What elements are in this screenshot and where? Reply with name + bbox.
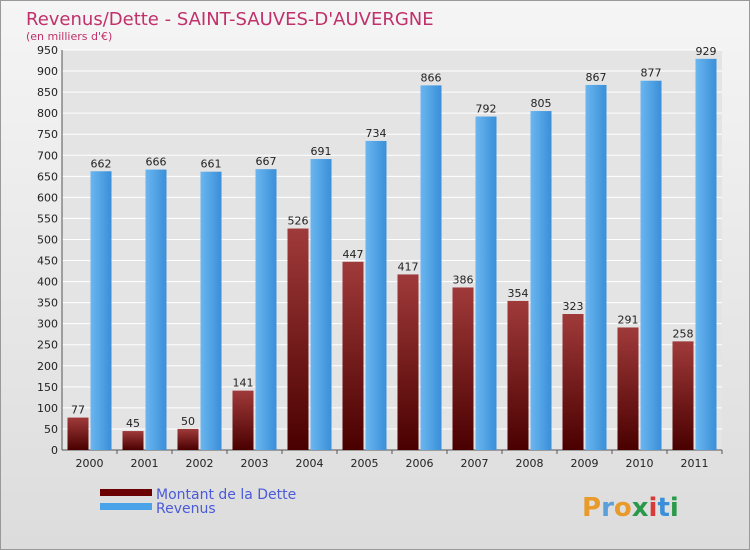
bar-revenus xyxy=(90,171,112,450)
data-label-dette: 50 xyxy=(181,415,195,428)
x-tick-label: 2010 xyxy=(626,457,654,470)
data-label-revenus: 792 xyxy=(476,103,497,116)
data-label-dette: 417 xyxy=(398,260,419,273)
bar-revenus xyxy=(475,116,497,451)
data-label-dette: 354 xyxy=(508,287,529,300)
y-tick-label: 700 xyxy=(37,149,58,162)
x-tick-label: 2000 xyxy=(76,457,104,470)
bar-revenus xyxy=(530,111,552,450)
bar-dette xyxy=(397,274,419,450)
bar-dette xyxy=(452,287,474,450)
x-tick-label: 2004 xyxy=(296,457,324,470)
y-tick-label: 600 xyxy=(37,191,58,204)
data-label-revenus: 805 xyxy=(531,97,552,110)
legend-label-revenus: Revenus xyxy=(156,501,216,517)
bar-dette xyxy=(177,428,199,450)
y-tick-label: 500 xyxy=(37,233,58,246)
legend-label-debt: Montant de la Dette xyxy=(156,487,296,503)
chart-subtitle: (en milliers d'€) xyxy=(26,30,112,43)
chart-title: Revenus/Dette - SAINT-SAUVES-D'AUVERGNE xyxy=(26,9,434,30)
plot-area xyxy=(62,50,722,450)
data-label-revenus: 691 xyxy=(311,145,332,158)
data-label-revenus: 666 xyxy=(146,156,167,169)
bar-revenus xyxy=(640,80,662,450)
x-tick-label: 2006 xyxy=(406,457,434,470)
bar-revenus xyxy=(585,84,607,451)
y-tick-label: 400 xyxy=(37,276,58,289)
y-tick-label: 50 xyxy=(44,423,58,436)
x-tick-label: 2001 xyxy=(131,457,159,470)
bar-dette xyxy=(562,314,584,450)
y-tick-label: 750 xyxy=(37,128,58,141)
y-tick-label: 300 xyxy=(37,318,58,331)
x-tick-label: 2011 xyxy=(681,457,709,470)
data-label-revenus: 662 xyxy=(91,157,112,170)
bar-dette xyxy=(232,390,254,450)
y-tick-label: 650 xyxy=(37,170,58,183)
data-label-dette: 447 xyxy=(343,248,364,261)
y-tick-label: 450 xyxy=(37,255,58,268)
bars-layer xyxy=(67,58,717,451)
x-tick-label: 2007 xyxy=(461,457,489,470)
proxiti-logo: Proxiti xyxy=(582,493,679,523)
bar-dette xyxy=(287,228,309,450)
data-label-revenus: 661 xyxy=(201,158,222,171)
y-tick-label: 100 xyxy=(37,402,58,415)
data-label-revenus: 929 xyxy=(696,45,717,58)
legend-swatch-revenus xyxy=(100,503,152,510)
data-label-dette: 323 xyxy=(563,300,584,313)
data-label-dette: 291 xyxy=(618,313,639,326)
bar-revenus xyxy=(420,85,442,451)
bar-dette xyxy=(67,417,89,450)
y-tick-label: 900 xyxy=(37,65,58,78)
x-tick-label: 2009 xyxy=(571,457,599,470)
data-label-revenus: 866 xyxy=(421,71,442,84)
bar-revenus xyxy=(365,140,387,450)
data-label-revenus: 734 xyxy=(366,127,387,140)
data-label-dette: 386 xyxy=(453,273,474,286)
bar-dette xyxy=(672,341,694,450)
data-label-dette: 141 xyxy=(233,377,254,390)
x-tick-label: 2003 xyxy=(241,457,269,470)
bar-revenus xyxy=(200,171,222,450)
bar-dette xyxy=(342,261,364,450)
data-label-revenus: 877 xyxy=(641,67,662,80)
logo-text: Proxiti xyxy=(582,493,679,523)
data-label-dette: 77 xyxy=(71,404,85,417)
bar-dette xyxy=(507,300,529,450)
x-tick-label: 2005 xyxy=(351,457,379,470)
y-tick-label: 800 xyxy=(37,107,58,120)
y-tick-label: 0 xyxy=(51,444,58,457)
data-label-dette: 45 xyxy=(126,417,140,430)
bar-revenus xyxy=(145,169,167,450)
y-tick-label: 550 xyxy=(37,212,58,225)
labels-layer: 2000 77 662 2001 45 666 2002 50 661 2003 141 667 200… xyxy=(71,45,717,470)
x-tick-label: 2008 xyxy=(516,457,544,470)
grid-layer: 0 50 100 150 200 250 300 350 400 450 500 550 600 650 7… xyxy=(37,44,723,457)
y-tick-label: 150 xyxy=(37,381,58,394)
bar-dette xyxy=(122,431,144,450)
data-label-revenus: 667 xyxy=(256,155,277,168)
y-tick-label: 350 xyxy=(37,297,58,310)
y-tick-label: 200 xyxy=(37,360,58,373)
y-tick-label: 950 xyxy=(37,44,58,57)
data-label-dette: 526 xyxy=(288,215,309,228)
x-tick-label: 2002 xyxy=(186,457,214,470)
bar-dette xyxy=(617,327,639,450)
data-label-revenus: 867 xyxy=(586,71,607,84)
y-tick-label: 250 xyxy=(37,339,58,352)
legend-swatch-debt xyxy=(100,489,152,496)
y-tick-label: 850 xyxy=(37,86,58,99)
bar-revenus xyxy=(310,159,332,451)
bar-revenus xyxy=(695,58,717,451)
bar-revenus xyxy=(255,169,277,450)
legend: Montant de la Dette Revenus xyxy=(100,487,296,517)
data-label-dette: 258 xyxy=(673,327,694,340)
